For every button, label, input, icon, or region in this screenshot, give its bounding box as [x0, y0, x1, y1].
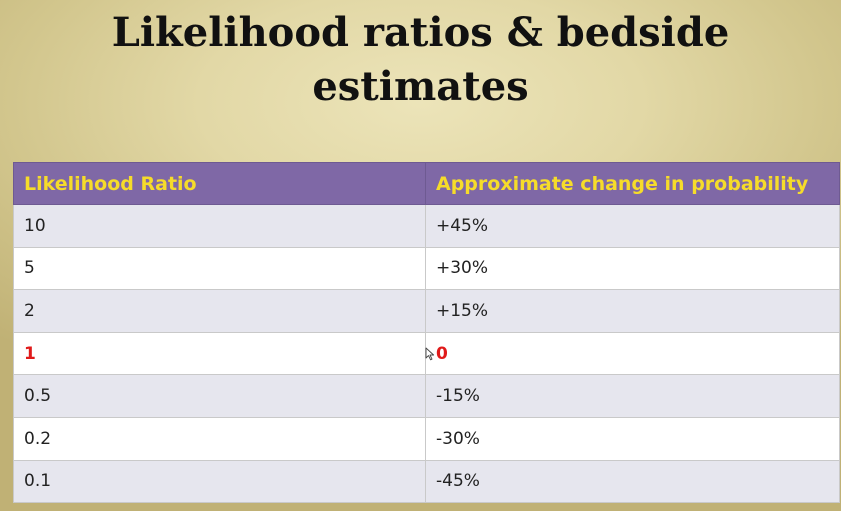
- ratio-cell: 0.5: [13, 374, 426, 418]
- change-cell: 0: [425, 331, 840, 376]
- ratio-cell: 1: [13, 331, 426, 376]
- ratio-cell: 10: [13, 204, 426, 248]
- column-header-probability-change: Approximate change in probability: [425, 162, 840, 205]
- ratio-cell: 0.2: [13, 416, 426, 461]
- change-cell: +15%: [425, 289, 840, 333]
- change-cell: +45%: [425, 204, 840, 248]
- table-row: 5 +30%: [13, 246, 840, 291]
- table-row: 0.1 -45%: [13, 459, 840, 504]
- change-cell: -45%: [425, 459, 840, 504]
- table-row-highlighted: 1 0: [13, 331, 840, 376]
- table-header-row: Likelihood Ratio Approximate change in p…: [13, 162, 840, 205]
- table-row: 0.5 -15%: [13, 374, 840, 418]
- ratio-cell: 2: [13, 289, 426, 333]
- change-cell: -15%: [425, 374, 840, 418]
- ratio-cell: 0.1: [13, 459, 426, 504]
- column-header-likelihood-ratio: Likelihood Ratio: [13, 162, 426, 205]
- likelihood-ratio-table: Likelihood Ratio Approximate change in p…: [13, 162, 840, 504]
- change-cell: +30%: [425, 246, 840, 291]
- change-cell: -30%: [425, 416, 840, 461]
- mouse-pointer-icon: [425, 347, 435, 361]
- ratio-cell: 5: [13, 246, 426, 291]
- table-row: 0.2 -30%: [13, 416, 840, 461]
- table-row: 10 +45%: [13, 204, 840, 248]
- slide-title: Likelihood ratios & bedside estimates: [111, 9, 730, 110]
- table-row: 2 +15%: [13, 289, 840, 333]
